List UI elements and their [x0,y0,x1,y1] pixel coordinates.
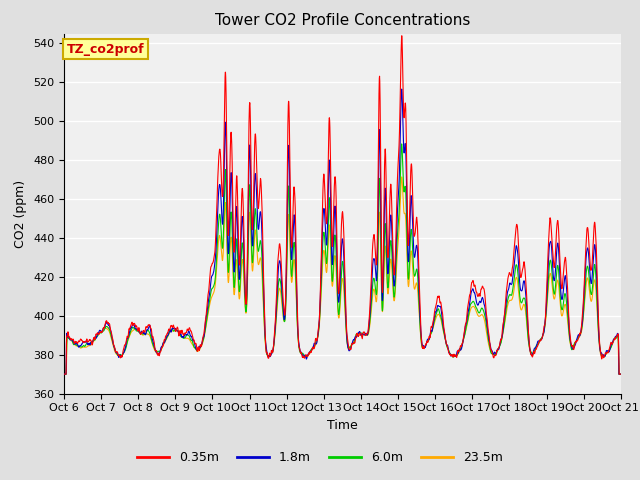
Title: Tower CO2 Profile Concentrations: Tower CO2 Profile Concentrations [214,13,470,28]
Y-axis label: CO2 (ppm): CO2 (ppm) [15,180,28,248]
X-axis label: Time: Time [327,419,358,432]
Legend: 0.35m, 1.8m, 6.0m, 23.5m: 0.35m, 1.8m, 6.0m, 23.5m [132,446,508,469]
Text: TZ_co2prof: TZ_co2prof [67,43,145,56]
